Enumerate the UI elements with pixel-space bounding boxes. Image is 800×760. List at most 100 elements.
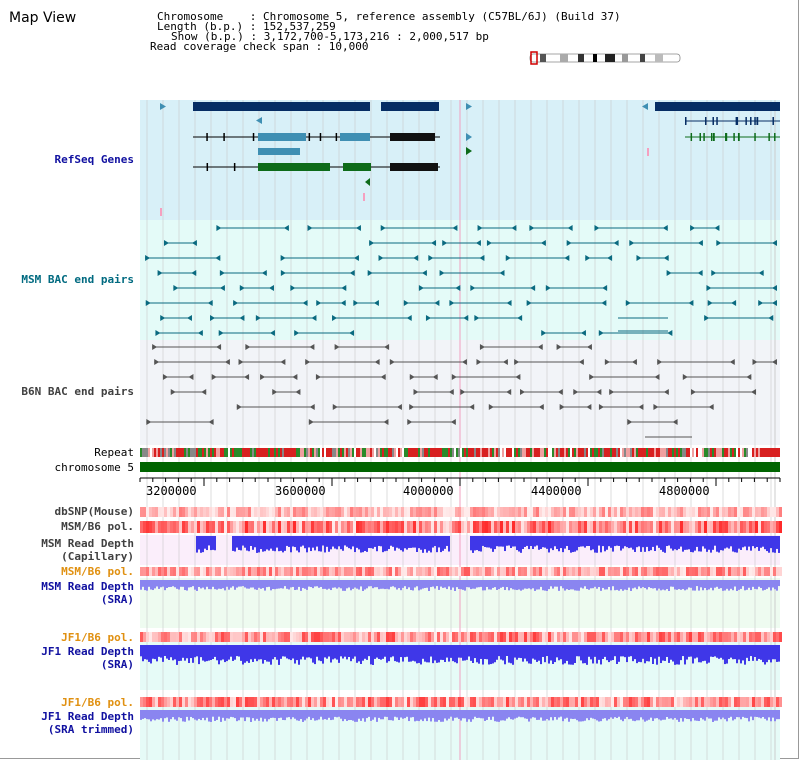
polymorphism-cell: [512, 507, 515, 517]
polymorphism-cell: [413, 567, 416, 576]
repeat-segment: [434, 448, 436, 457]
read-depth-bar: [692, 710, 694, 719]
read-depth-bar: [646, 645, 648, 662]
polymorphism-cell: [389, 697, 392, 707]
read-depth-bar: [304, 645, 306, 660]
read-depth-bar: [602, 536, 604, 547]
repeat-segment: [244, 448, 246, 457]
read-depth-bar: [352, 580, 354, 589]
polymorphism-cell: [770, 567, 773, 576]
read-depth-bar: [608, 710, 610, 720]
polymorphism-cell: [359, 567, 362, 576]
polymorphism-cell: [257, 567, 260, 576]
bac-end-marker: [268, 285, 274, 291]
polymorphism-cell: [674, 697, 677, 707]
track-label-jf1-b6-pol-2[interactable]: JF1/B6 pol.: [61, 696, 134, 709]
repeat-segment: [162, 448, 164, 457]
read-depth-bar: [512, 710, 514, 720]
read-depth-bar: [148, 645, 150, 662]
read-depth-bar: [410, 710, 412, 718]
read-depth-bar: [144, 580, 146, 591]
polymorphism-cell: [551, 567, 554, 576]
polymorphism-cell: [377, 521, 380, 533]
polymorphism-cell: [233, 632, 236, 642]
read-depth-bar: [742, 580, 744, 587]
polymorphism-cell: [656, 567, 659, 576]
polymorphism-cell: [281, 507, 284, 517]
read-depth-bar: [634, 710, 636, 722]
polymorphism-cell: [272, 697, 275, 707]
polymorphism-cell: [341, 521, 344, 533]
read-depth-bar: [464, 580, 466, 591]
polymorphism-cell: [599, 697, 602, 707]
polymorphism-cell: [650, 507, 653, 517]
track-label-b6n-bac[interactable]: B6N BAC end pairs: [21, 385, 134, 398]
polymorphism-cell: [173, 507, 176, 517]
polymorphism-cell: [461, 697, 464, 707]
read-depth-bar: [166, 710, 168, 718]
read-depth-bar: [244, 580, 246, 588]
track-label-dbsnp[interactable]: dbSNP(Mouse): [54, 505, 134, 518]
track-label-repeat[interactable]: Repeat: [94, 446, 134, 459]
bac-end-marker: [309, 404, 315, 410]
read-depth-bar: [216, 710, 218, 720]
read-depth-bar: [180, 580, 182, 587]
read-depth-bar: [474, 710, 476, 717]
track-label-jf1-depth[interactable]: JF1 Read Depth: [41, 645, 134, 658]
polymorphism-cell: [671, 567, 674, 576]
read-depth-bar: [744, 645, 746, 665]
read-depth-bar: [660, 536, 662, 550]
polymorphism-cell: [173, 567, 176, 576]
track-label-msm-depth-capillary[interactable]: MSM Read Depth: [41, 537, 134, 550]
polymorphism-cell: [683, 632, 686, 642]
polymorphism-cell: [305, 697, 308, 707]
track-label-jf1-b6-pol[interactable]: JF1/B6 pol.: [61, 631, 134, 644]
read-depth-bar: [230, 580, 232, 588]
repeat-segment: [698, 448, 700, 457]
read-depth-bar: [588, 580, 590, 590]
read-depth-bar: [422, 536, 424, 553]
polymorphism-cell: [425, 521, 428, 533]
polymorphism-cell: [146, 507, 149, 517]
polymorphism-cell: [230, 632, 233, 642]
polymorphism-cell: [557, 507, 560, 517]
polymorphism-cell: [527, 697, 530, 707]
bac-end-marker: [146, 419, 152, 425]
repeat-segment: [514, 448, 516, 457]
polymorphism-cell: [350, 521, 353, 533]
track-label-msm-b6-pol[interactable]: MSM/B6 pol.: [61, 520, 134, 533]
track-label-msm-bac[interactable]: MSM BAC end pairs: [21, 273, 134, 286]
polymorphism-cell: [773, 632, 776, 642]
read-depth-bar: [268, 645, 270, 662]
gene-block: [258, 163, 330, 171]
track-label-refseq-genes[interactable]: RefSeq Genes: [54, 153, 134, 166]
bac-end-marker: [663, 389, 669, 395]
bac-end-marker: [233, 300, 239, 306]
track-label-msm-depth-sra[interactable]: MSM Read Depth: [41, 580, 134, 593]
read-depth-bar: [752, 580, 754, 587]
read-depth-bar: [626, 536, 628, 548]
read-depth-bar: [272, 710, 274, 718]
read-depth-bar: [618, 536, 620, 546]
read-depth-bar: [566, 536, 568, 546]
read-depth-bar: [280, 536, 282, 551]
polymorphism-cell: [197, 507, 200, 517]
polymorphism-cell: [350, 567, 353, 576]
polymorphism-cell: [146, 697, 149, 707]
read-depth-bar: [370, 645, 372, 665]
read-depth-bar: [748, 710, 750, 722]
read-depth-bar: [352, 710, 354, 721]
bac-end-marker: [666, 270, 672, 276]
read-depth-bar: [558, 536, 560, 552]
read-depth-bar: [472, 710, 474, 720]
track-label-msm-b6-pol-2[interactable]: MSM/B6 pol.: [61, 565, 134, 578]
read-depth-bar: [364, 645, 366, 659]
read-depth-bar: [538, 710, 540, 720]
polymorphism-cell: [533, 521, 536, 533]
read-depth-bar: [174, 580, 176, 588]
track-label-jf1-trimmed[interactable]: JF1 Read Depth: [41, 710, 134, 723]
read-depth-bar: [644, 645, 646, 664]
read-depth-bar: [164, 645, 166, 657]
read-depth-bar: [610, 580, 612, 591]
